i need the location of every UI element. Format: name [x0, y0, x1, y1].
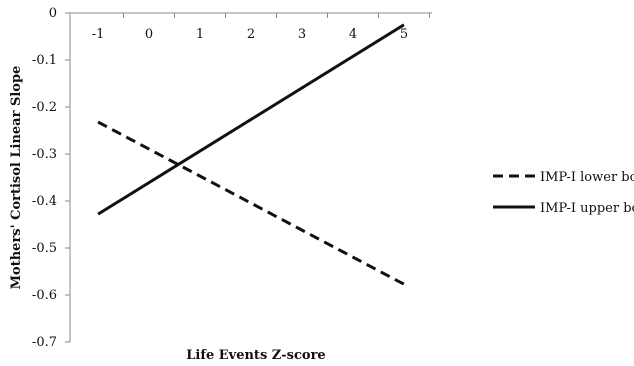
x-tick-label: 5 — [400, 27, 408, 42]
axes — [69, 12, 432, 342]
y-axis-title: Mothers' Cortisol Linear Slope — [9, 66, 24, 290]
y-tick-label: -0.7 — [32, 335, 57, 350]
x-tick-group: -1 0 1 2 3 4 5 — [92, 13, 430, 42]
y-tick-label: -0.3 — [32, 147, 57, 162]
x-tick-label: -1 — [92, 27, 105, 42]
x-tick-label: 1 — [196, 27, 204, 42]
x-axis-title: Life Events Z-score — [186, 348, 325, 363]
y-tick-label: -0.6 — [32, 288, 57, 303]
series-group — [97, 23, 405, 286]
y-tick-label: -0.2 — [32, 100, 57, 115]
series-line-lower-bound — [97, 120, 405, 286]
legend-label: IMP-I upper bound — [540, 201, 634, 216]
y-tick-label: -0.1 — [32, 53, 57, 68]
x-tick-label: 0 — [145, 27, 153, 42]
legend: IMP-I lower bound IMP-I upper bound — [493, 170, 634, 216]
y-tick-label: -0.4 — [32, 194, 57, 209]
x-tick-label: 2 — [247, 27, 255, 42]
x-tick-label: 3 — [298, 27, 306, 42]
x-tick-label: 4 — [349, 27, 357, 42]
legend-label: IMP-I lower bound — [540, 170, 634, 185]
y-tick-label: 0 — [49, 6, 57, 21]
y-tick-label: -0.5 — [32, 241, 57, 256]
series-line-upper-bound — [97, 23, 405, 216]
y-tick-group: 0 -0.1 -0.2 -0.3 -0.4 -0.5 -0.6 -0.7 — [32, 6, 70, 350]
